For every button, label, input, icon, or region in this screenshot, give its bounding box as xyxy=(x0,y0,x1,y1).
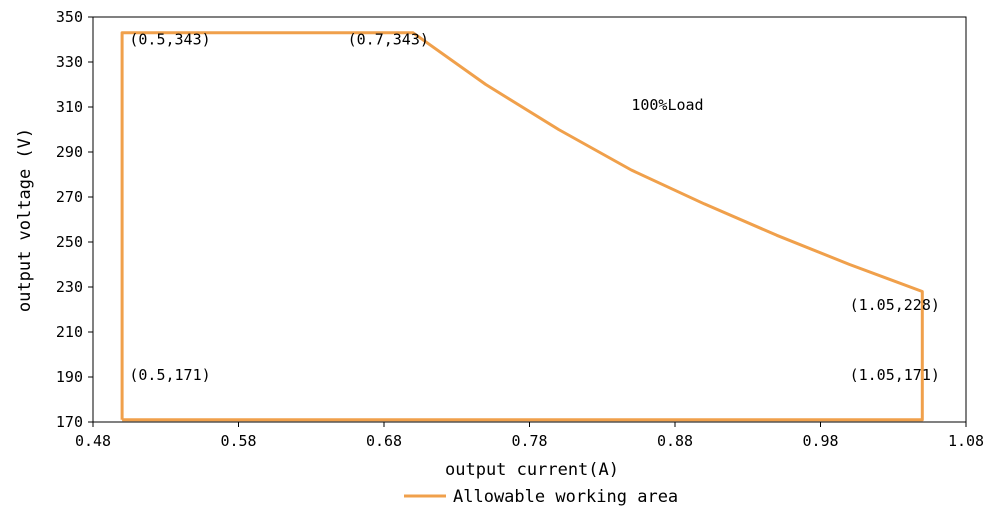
x-axis-ticks: 0.48 0.58 0.68 0.78 0.88 0.98 1.08 xyxy=(75,422,984,450)
y-tick-label: 270 xyxy=(56,188,83,206)
legend-label: Allowable working area xyxy=(453,487,678,507)
y-tick-label: 330 xyxy=(56,53,83,71)
y-axis-title: output voltage (V) xyxy=(15,128,35,312)
y-tick-label: 350 xyxy=(56,8,83,26)
plot-area-frame xyxy=(92,16,967,423)
y-tick-label: 230 xyxy=(56,278,83,296)
annotation-label: (1.05,171) xyxy=(850,366,940,384)
series-layer xyxy=(120,31,924,422)
y-tick-label: 190 xyxy=(56,368,83,386)
annotation-label: (0.7,343) xyxy=(348,31,429,49)
x-tick-label: 0.48 xyxy=(75,432,111,450)
annotation-label: (1.05,228) xyxy=(850,296,940,314)
y-tick-label: 310 xyxy=(56,98,83,116)
series-line-0 xyxy=(120,31,924,422)
x-tick-label: 0.68 xyxy=(366,432,402,450)
legend: Allowable working area xyxy=(404,487,678,507)
y-axis-ticks: 170 190 210 230 250 270 290 310 330 350 xyxy=(56,8,93,431)
x-tick-label: 0.88 xyxy=(657,432,693,450)
x-tick-label: 0.98 xyxy=(802,432,838,450)
y-tick-label: 210 xyxy=(56,323,83,341)
y-tick-label: 290 xyxy=(56,143,83,161)
annotation-label: (0.5,343) xyxy=(129,31,210,49)
y-tick-label: 170 xyxy=(56,413,83,431)
x-axis-title: output current(A) xyxy=(445,460,619,480)
x-tick-label: 1.08 xyxy=(948,432,984,450)
x-tick-label: 0.78 xyxy=(511,432,547,450)
annotation-label: 100%Load xyxy=(631,96,703,114)
y-tick-label: 250 xyxy=(56,233,83,251)
x-tick-label: 0.58 xyxy=(220,432,256,450)
annotations: (0.5,343) (0.7,343) 100%Load (1.05,228) (0.5… xyxy=(129,31,940,384)
annotation-label: (0.5,171) xyxy=(129,366,210,384)
